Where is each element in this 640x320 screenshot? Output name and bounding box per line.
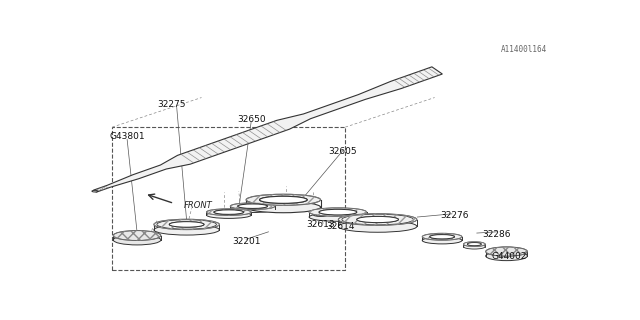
Ellipse shape: [230, 203, 275, 210]
Ellipse shape: [169, 222, 204, 227]
Ellipse shape: [169, 222, 204, 227]
Ellipse shape: [319, 209, 356, 215]
Ellipse shape: [342, 214, 413, 225]
Text: 32614: 32614: [326, 222, 355, 231]
Ellipse shape: [92, 190, 98, 192]
Text: FRONT: FRONT: [184, 202, 213, 211]
Ellipse shape: [246, 194, 321, 205]
Ellipse shape: [230, 206, 275, 212]
Ellipse shape: [309, 213, 367, 221]
Text: 32275: 32275: [157, 100, 186, 109]
Ellipse shape: [429, 235, 454, 239]
Ellipse shape: [356, 216, 399, 223]
Ellipse shape: [260, 196, 307, 203]
Ellipse shape: [339, 214, 417, 225]
Text: 32613: 32613: [307, 220, 335, 229]
Ellipse shape: [246, 202, 321, 213]
Ellipse shape: [339, 220, 417, 232]
Ellipse shape: [463, 244, 485, 249]
Ellipse shape: [356, 216, 399, 223]
Ellipse shape: [113, 235, 161, 245]
Ellipse shape: [214, 210, 244, 214]
Ellipse shape: [467, 243, 481, 246]
Ellipse shape: [237, 204, 268, 208]
Ellipse shape: [237, 204, 268, 208]
Ellipse shape: [429, 235, 454, 239]
Text: 32286: 32286: [483, 230, 511, 239]
Ellipse shape: [157, 220, 216, 229]
Ellipse shape: [309, 208, 367, 216]
Ellipse shape: [154, 225, 220, 235]
Text: 32276: 32276: [440, 211, 468, 220]
Bar: [112, 127, 346, 270]
Ellipse shape: [422, 233, 462, 240]
Ellipse shape: [214, 210, 244, 214]
Text: 32605: 32605: [328, 147, 357, 156]
Ellipse shape: [260, 196, 307, 203]
Text: G43801: G43801: [109, 132, 145, 141]
Text: 32650: 32650: [237, 115, 266, 124]
Ellipse shape: [313, 213, 328, 216]
Ellipse shape: [113, 230, 161, 241]
Ellipse shape: [463, 242, 485, 247]
Ellipse shape: [319, 209, 356, 215]
Polygon shape: [93, 67, 442, 192]
Ellipse shape: [154, 219, 220, 230]
Text: A11400l164: A11400l164: [500, 45, 547, 54]
Ellipse shape: [486, 247, 527, 256]
Text: G44002: G44002: [492, 252, 527, 261]
Ellipse shape: [422, 237, 462, 244]
Ellipse shape: [486, 251, 527, 260]
Ellipse shape: [207, 209, 251, 215]
Ellipse shape: [467, 243, 481, 246]
Text: 32201: 32201: [232, 237, 260, 246]
Ellipse shape: [207, 212, 251, 218]
